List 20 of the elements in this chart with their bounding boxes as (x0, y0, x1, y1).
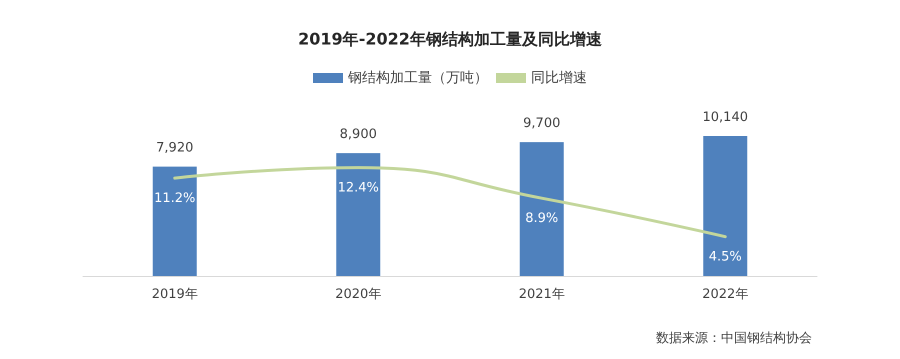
data-label: 8.9% (525, 211, 558, 226)
legend-label: 同比增速 (531, 70, 587, 86)
x-tick-label: 2021年 (518, 287, 565, 302)
data-label: 12.4% (338, 180, 379, 196)
bar (152, 166, 197, 276)
data-label: 10,140 (702, 110, 748, 125)
source-note: 数据来源：中国钢结构协会 (656, 331, 812, 346)
data-label: 8,900 (340, 127, 377, 142)
chart-title: 2019年-2022年钢结构加工量及同比增速 (298, 30, 603, 48)
bar (336, 153, 380, 276)
data-label: 9,700 (523, 116, 560, 132)
x-tick-label: 2022年 (702, 287, 748, 302)
x-tick-label: 2020年 (335, 287, 382, 302)
legend-label: 钢结构加工量（万吨） (347, 70, 488, 86)
x-tick-label: 2019年 (152, 287, 198, 302)
bar (703, 136, 748, 276)
bar (520, 142, 564, 276)
data-label: 7,920 (156, 140, 194, 156)
data-label: 4.5% (708, 250, 742, 265)
data-label: 11.2% (154, 191, 196, 206)
